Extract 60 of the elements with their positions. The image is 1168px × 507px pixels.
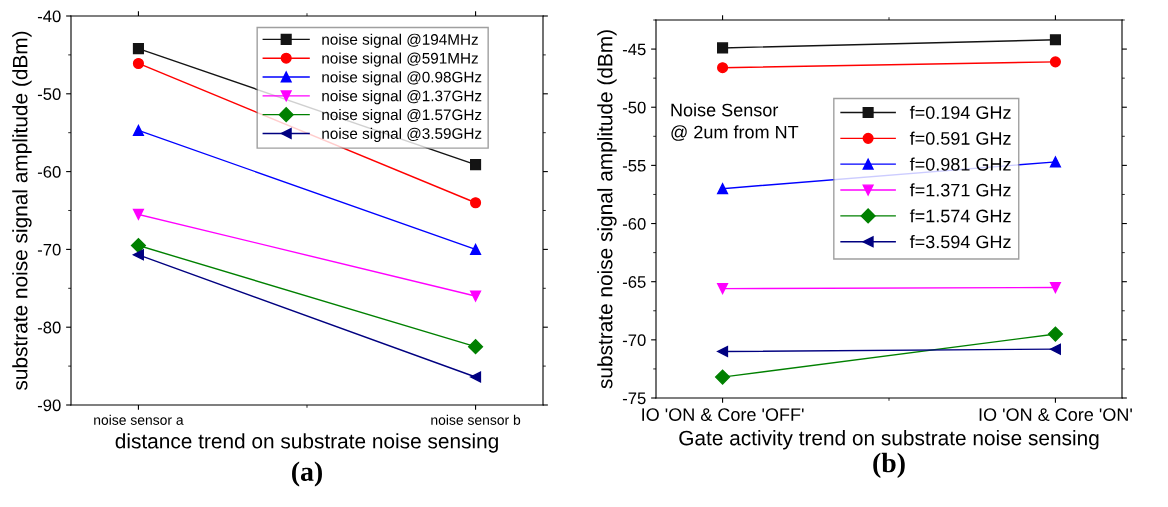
y-tick-label: -45	[622, 43, 646, 56]
point	[132, 124, 144, 136]
legend-label: noise signal @0.98GHz	[322, 71, 482, 86]
y-tick-label: -50	[37, 88, 61, 100]
point	[132, 43, 144, 55]
legend-label: noise signal @591MHz	[322, 52, 478, 67]
text: (a)	[292, 461, 322, 487]
legend-label: noise signal @3.59GHz	[322, 127, 482, 143]
point	[1049, 281, 1061, 294]
legend-label: noise signal @1.57GHz	[322, 108, 482, 124]
point	[1049, 156, 1061, 168]
y-tick-label: -70	[622, 334, 646, 347]
legend-label: f=1.574 GHz	[909, 209, 1011, 223]
point	[717, 183, 729, 195]
text: (b)	[873, 452, 905, 478]
y-tick-label: -50	[622, 101, 646, 114]
point	[1049, 34, 1061, 46]
x-axis-title: Gate activity trend on substrate noise sensing	[679, 430, 1099, 450]
point	[717, 62, 729, 74]
legend-label: f=0.591 GHz	[909, 131, 1011, 145]
annotation: Noise Sensor @ 2um from NT	[671, 103, 799, 141]
y-tick-label: -55	[622, 159, 646, 172]
y-axis-title: substrate noise signal amplitude (dBm)	[597, 30, 617, 389]
point	[130, 237, 146, 254]
point	[132, 249, 144, 261]
x-tick-label: IO 'ON & Core 'ON'	[979, 408, 1132, 421]
point	[717, 42, 729, 54]
point	[468, 339, 484, 355]
point	[470, 197, 482, 209]
point	[1049, 56, 1061, 68]
y-tick-label: -60	[37, 166, 61, 178]
y-tick-label: -75	[622, 392, 646, 405]
point	[132, 57, 144, 70]
legend-label: f=3.594 GHz	[909, 235, 1011, 249]
point	[470, 290, 482, 302]
point	[470, 243, 482, 255]
point	[470, 371, 482, 383]
point	[470, 159, 482, 171]
x-tick-label: noise sensor b	[431, 414, 521, 425]
y-axis-title: substrate noise signal amplitude (dBm)	[12, 31, 32, 390]
legend-label: f=0.194 GHz	[909, 105, 1011, 119]
y-tick-label: -65	[622, 276, 646, 288]
point	[132, 208, 144, 220]
x-axis-title: distance trend on substrate noise sensing	[115, 433, 498, 453]
point	[1047, 326, 1063, 342]
x-tick-label: noise sensor a	[94, 414, 184, 425]
point	[715, 369, 731, 385]
legend-label: f=0.981 GHz	[909, 157, 1011, 171]
legend-label: f=1.371 GHz	[909, 183, 1011, 197]
point	[1049, 343, 1061, 355]
y-tick-label: -90	[37, 399, 61, 412]
legend-label: noise signal @1.37GHz	[322, 90, 482, 105]
x-tick-label: IO 'ON & Core 'OFF'	[642, 408, 804, 421]
point	[717, 283, 729, 295]
y-tick-label: -80	[37, 321, 61, 334]
y-tick-label: -60	[622, 217, 646, 230]
y-tick-label: -70	[37, 243, 61, 256]
y-tick-label: -40	[37, 10, 61, 23]
legend-label: noise signal @194MHz	[322, 33, 478, 48]
point	[717, 345, 729, 358]
